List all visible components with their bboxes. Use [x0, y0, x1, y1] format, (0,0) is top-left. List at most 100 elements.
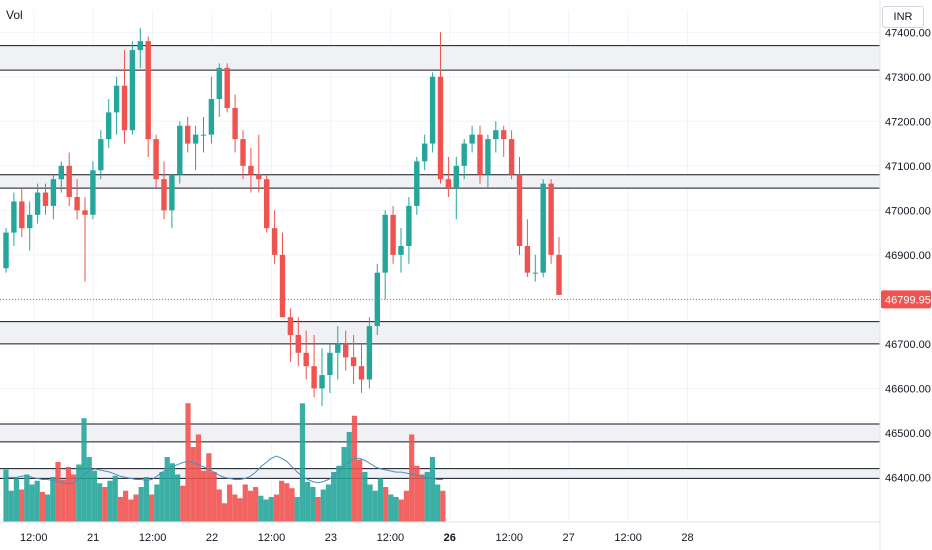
volume-bar [206, 453, 212, 522]
volume-bar [409, 434, 415, 522]
volume-bar [128, 499, 134, 522]
volume-bar [331, 472, 337, 522]
volume-bar [294, 497, 300, 522]
candle-body [287, 317, 294, 336]
volume-bar [357, 459, 363, 522]
volume-bar [201, 470, 207, 522]
volume-bar [102, 487, 108, 522]
candle-body [248, 165, 254, 175]
time-tick-label: 22 [206, 532, 218, 544]
volume-ma-line [6, 455, 443, 485]
zone-fill [0, 321, 880, 344]
volume-bar [242, 484, 248, 522]
volume-bar [117, 497, 124, 522]
volume-bar [19, 489, 25, 522]
candle-body [358, 366, 365, 380]
volume-bar [414, 465, 420, 522]
candle-body [224, 67, 230, 108]
volume-bar [325, 484, 332, 522]
volume-bar [351, 415, 358, 522]
candle-body [264, 179, 270, 229]
candle-body [11, 201, 17, 233]
currency-button[interactable]: INR [882, 6, 924, 28]
time-tick-label: 12:00 [377, 532, 405, 544]
candle-body [414, 161, 420, 206]
candle-body [82, 210, 88, 215]
volume-bar [258, 495, 264, 522]
volume-bar [195, 434, 202, 522]
volume-bar [216, 489, 222, 522]
candle-body [390, 214, 396, 255]
volume-bar [268, 497, 274, 522]
candle-body [66, 165, 72, 197]
price-tick-label: 46700.00 [885, 339, 931, 351]
candle-body [311, 366, 317, 389]
candle-body [121, 85, 128, 131]
candle-body [169, 174, 175, 211]
volume-bar [180, 485, 186, 522]
volume-bar [284, 483, 290, 522]
candle-body [271, 228, 278, 255]
volume-bar [159, 472, 165, 522]
volume-bar [29, 484, 35, 522]
candle-body [374, 272, 380, 327]
volume-bar [305, 482, 311, 522]
volume-bar [440, 490, 446, 522]
candle-body [279, 254, 286, 318]
candle-body [161, 179, 167, 211]
zone-fill [0, 424, 880, 442]
volume-bar [336, 465, 342, 522]
candle-body [319, 375, 325, 389]
volume-bar [435, 484, 441, 522]
volume-bar [263, 499, 269, 522]
price-tick-label: 47400.00 [885, 27, 931, 39]
volume-bar [97, 483, 103, 522]
time-tick-label: 23 [325, 532, 337, 544]
candle-body [437, 76, 444, 180]
volume-bar [221, 503, 228, 522]
volume-bar [388, 494, 394, 522]
candle-body [58, 165, 64, 180]
time-tick-label: 12:00 [139, 532, 167, 544]
price-tick-label: 46600.00 [885, 383, 931, 395]
volume-bar [279, 480, 285, 522]
volume-bar [60, 479, 66, 522]
candle-body [192, 134, 199, 144]
volume-bar [383, 487, 389, 522]
volume-bar [237, 498, 243, 522]
candle-body [532, 272, 538, 274]
volume-bar [164, 457, 170, 522]
volume-bar [175, 474, 181, 522]
candle-body [90, 170, 96, 215]
candle-body [453, 165, 459, 189]
candle-body [27, 214, 33, 229]
volume-bar [185, 403, 191, 522]
volume-bar [315, 497, 321, 522]
volume-bar [143, 477, 150, 522]
time-tick-label: 12:00 [614, 532, 642, 544]
volume-bar [393, 497, 399, 522]
candle-body [42, 192, 49, 206]
volume-bar [55, 462, 61, 522]
candle-body [335, 343, 341, 353]
volume-bar [91, 470, 98, 522]
candle-body [477, 134, 483, 175]
candle-body [153, 139, 159, 180]
zone-fill [0, 468, 880, 479]
volume-bar [39, 492, 46, 522]
volume-bar [403, 490, 410, 522]
candle-body [350, 357, 357, 367]
candle-body [429, 76, 436, 144]
price-tick-label: 47200.00 [885, 116, 931, 128]
candle-body [382, 214, 388, 273]
candle-body [501, 130, 507, 140]
candle-body [406, 205, 412, 246]
time-tick-label: 28 [681, 532, 693, 544]
volume-bar [362, 472, 368, 522]
candle-body [366, 326, 373, 380]
volume-bar [3, 469, 9, 522]
volume-bar [107, 480, 113, 522]
candle-body [98, 139, 104, 171]
